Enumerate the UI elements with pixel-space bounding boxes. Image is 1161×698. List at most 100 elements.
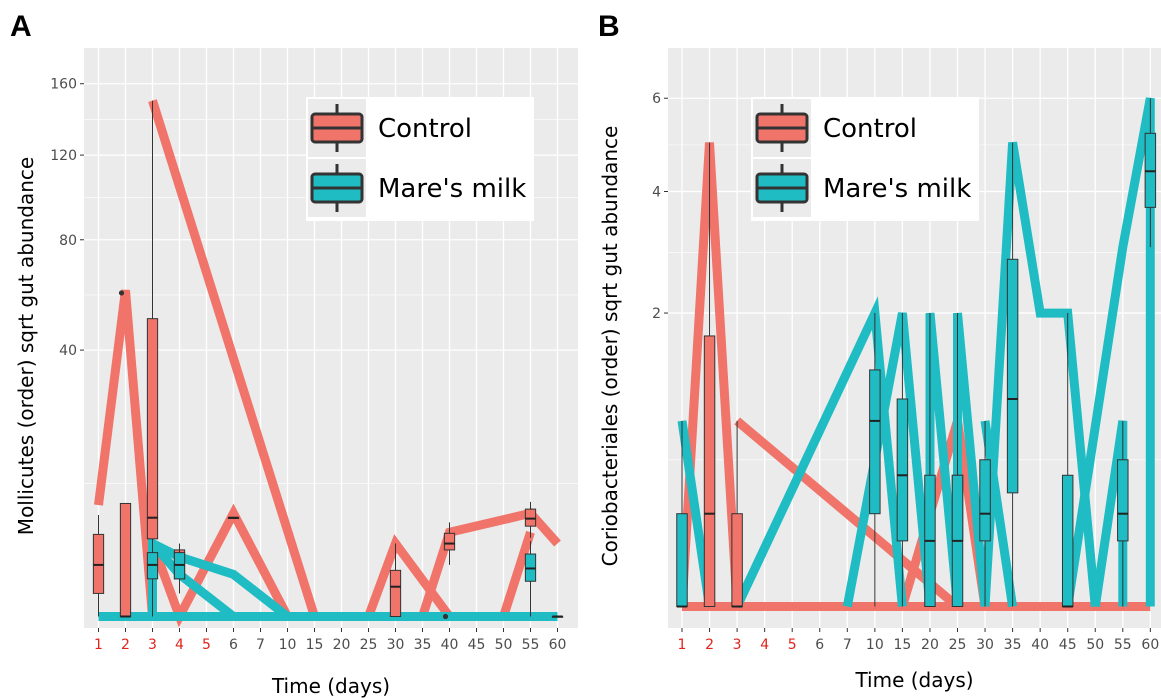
series-line-control — [418, 508, 561, 618]
boxplot-mare-s-milk-day-3 — [146, 543, 159, 594]
boxplot-box — [146, 318, 159, 540]
x-tick-label: 45 — [1059, 637, 1077, 653]
boxplot-box — [119, 502, 132, 618]
legend-key-control — [308, 99, 366, 157]
x-tick-label: 25 — [949, 637, 967, 653]
boxplot-mare-s-milk-day-60 — [1144, 98, 1157, 248]
boxplot-control-day-55 — [524, 501, 537, 538]
x-tick-label: 6 — [815, 637, 824, 653]
legend-key-mares-milk — [753, 159, 811, 217]
series-line-control — [734, 417, 961, 610]
boxplot-box — [92, 533, 105, 594]
legend-label-control: Control — [378, 114, 472, 144]
x-tick-label: 1 — [94, 637, 103, 653]
x-tick-label: 35 — [1004, 637, 1022, 653]
legend-label-mares-milk: Mare's milk — [823, 174, 971, 204]
x-tick-label: 5 — [202, 637, 211, 653]
panel-b-x-ticks: 1 2 3 4 5 6 7 10 15 20 25 30 35 40 45 50 55 60 — [678, 628, 1159, 653]
panel-b-y-ticks: 2 4 6 — [652, 91, 668, 322]
x-tick-label: 40 — [1031, 637, 1049, 653]
boxplot-control-day-3 — [731, 420, 743, 608]
y-tick-label: 160 — [50, 77, 77, 93]
x-tick-label: 55 — [1114, 637, 1132, 653]
x-tick-label: 45 — [468, 637, 486, 653]
boxplot-mare-s-milk-day-55 — [524, 541, 537, 617]
x-tick-label: 2 — [121, 637, 130, 653]
boxplot-mare-s-milk-day-25 — [951, 313, 964, 607]
boxplot-box — [703, 335, 716, 607]
legend-key-mares-milk — [308, 159, 366, 217]
x-tick-label: 20 — [333, 637, 351, 653]
panel-b-y-axis-title: Coriobacteriales (order) sqrt gut abunda… — [598, 126, 622, 567]
boxplot-mare-s-milk-day-1 — [676, 420, 688, 608]
boxplot-box — [1006, 258, 1019, 494]
y-tick-label: 4 — [652, 185, 661, 201]
panel-a-y-axis-title: Mollicutes (order) sqrt gut abundance — [14, 157, 38, 535]
y-tick-label: 120 — [50, 148, 77, 164]
boxplot-control-day-2 — [703, 142, 716, 607]
x-tick-label: 55 — [522, 637, 540, 653]
x-tick-label: 25 — [360, 637, 378, 653]
boxplot-control-day-40 — [443, 522, 456, 565]
y-tick-label: 6 — [652, 91, 661, 107]
boxplot-control-day-3 — [146, 100, 159, 617]
panel-a-y-ticks: 40 80 120 160 — [50, 77, 84, 359]
x-tick-label: 35 — [414, 637, 432, 653]
x-tick-label: 2 — [705, 637, 714, 653]
boxplot-mare-s-milk-day-15 — [896, 313, 909, 607]
x-tick-label: 60 — [1141, 637, 1159, 653]
x-tick-label: 60 — [549, 637, 567, 653]
panel-a-legend: Control Mare's milk — [306, 97, 534, 221]
x-tick-label: 30 — [976, 637, 994, 653]
x-tick-label: 50 — [495, 637, 513, 653]
boxplot-mare-s-milk-day-35 — [1006, 142, 1019, 607]
boxplot-box — [389, 569, 402, 618]
x-tick-label: 6 — [229, 637, 238, 653]
y-tick-label: 40 — [59, 343, 77, 359]
series-line-control — [677, 142, 742, 607]
panel-b-tag: B — [598, 10, 620, 43]
x-tick-label: 20 — [921, 637, 939, 653]
panel-a-x-ticks: 1 2 3 4 5 6 7 10 15 20 25 30 35 40 45 50 55 60 — [94, 628, 566, 653]
boxplot-mare-s-milk-day-10 — [869, 313, 881, 607]
boxplot-control-day-30 — [389, 543, 402, 618]
x-tick-label: 30 — [387, 637, 405, 653]
series-line-control — [499, 530, 535, 618]
x-tick-label: 15 — [306, 637, 324, 653]
x-tick-label: 10 — [866, 637, 884, 653]
boxplot-box — [869, 369, 881, 515]
boxplot-mare-s-milk-day-55 — [1117, 420, 1129, 607]
x-tick-label: 40 — [441, 637, 459, 653]
x-tick-label: 1 — [678, 637, 687, 653]
panel-b-chart: 246 1 2 3 4 5 6 7 10 15 20 25 30 35 40 45 50 55 60 Time (… — [598, 48, 1161, 692]
x-tick-label: 4 — [175, 637, 184, 653]
y-tick-label: 80 — [59, 233, 77, 249]
x-tick-label: 3 — [148, 637, 157, 653]
boxplot-control-day-1 — [92, 515, 105, 617]
boxplot-box — [896, 398, 909, 542]
series-line-control — [94, 289, 157, 617]
panel-a-boxplots — [92, 100, 564, 620]
legend-key-control — [753, 99, 811, 157]
boxplot-box — [1061, 474, 1074, 607]
legend-label-control: Control — [823, 114, 917, 144]
panel-a-x-axis-title: Time (days) — [271, 674, 390, 698]
boxplot-mare-s-milk-day-45 — [1061, 313, 1074, 608]
boxplot-box — [443, 532, 456, 551]
panel-b-x-axis-title: Time (days) — [854, 668, 973, 692]
x-tick-label: 50 — [1086, 637, 1104, 653]
boxplot-mare-s-milk-day-20 — [924, 313, 936, 607]
boxplot-box — [676, 513, 688, 608]
legend-label-mares-milk: Mare's milk — [378, 174, 526, 204]
y-tick-label: 2 — [652, 306, 661, 322]
boxplot-mare-s-milk-day-30 — [979, 420, 991, 607]
boxplot-mare-s-milk-day-4 — [173, 543, 186, 594]
boxplot-control-day-2 — [119, 502, 132, 618]
panel-b-legend: Control Mare's milk — [751, 97, 979, 221]
panel-b-boxplots — [676, 98, 1157, 608]
x-tick-label: 7 — [843, 637, 852, 653]
series-line-mare-s-milk — [980, 141, 1100, 607]
series-line-mare-s-milk — [1063, 97, 1155, 608]
